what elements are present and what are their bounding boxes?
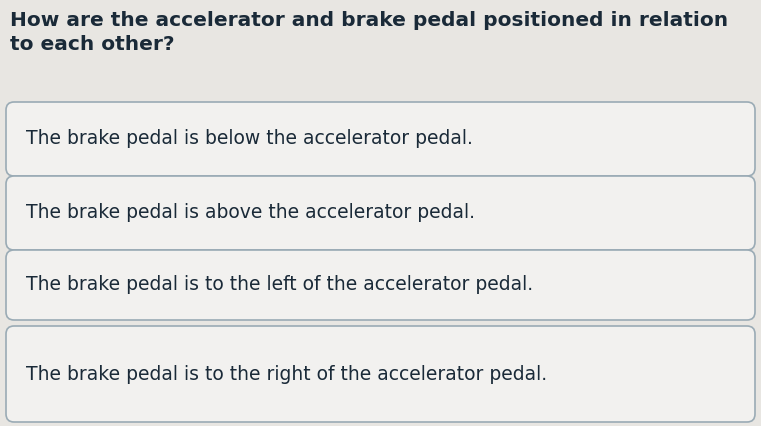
Text: How are the accelerator and brake pedal positioned in relation
to each other?: How are the accelerator and brake pedal …	[10, 11, 728, 54]
Text: The brake pedal is below the accelerator pedal.: The brake pedal is below the accelerator…	[26, 130, 473, 149]
Text: The brake pedal is to the left of the accelerator pedal.: The brake pedal is to the left of the ac…	[26, 276, 533, 294]
Text: The brake pedal is above the accelerator pedal.: The brake pedal is above the accelerator…	[26, 204, 475, 222]
FancyBboxPatch shape	[6, 250, 755, 320]
FancyBboxPatch shape	[6, 102, 755, 176]
FancyBboxPatch shape	[6, 326, 755, 422]
Text: The brake pedal is to the right of the accelerator pedal.: The brake pedal is to the right of the a…	[26, 365, 547, 383]
FancyBboxPatch shape	[6, 176, 755, 250]
